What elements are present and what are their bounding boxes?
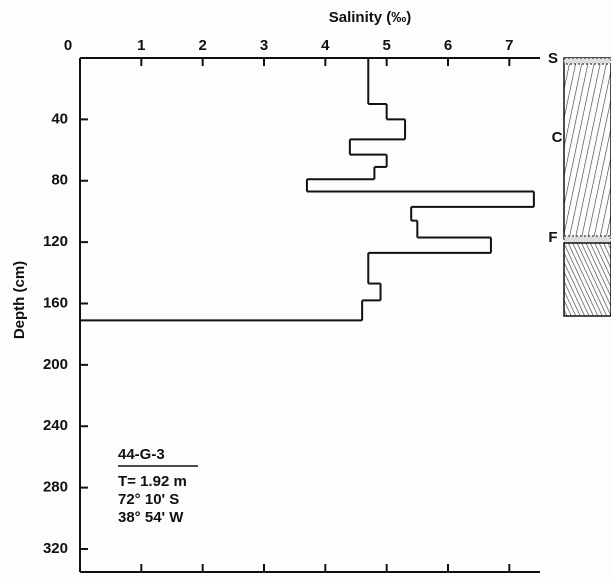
x-tick-label: 1 bbox=[137, 37, 145, 54]
x-tick-label: 2 bbox=[198, 37, 206, 54]
y-axis-label: Depth (cm) bbox=[11, 261, 28, 339]
annotation: 44-G-3 T= 1.92 m 72° 10' S 38° 54' W bbox=[118, 446, 198, 526]
core-label: S bbox=[548, 50, 558, 67]
y-tick-label: 160 bbox=[43, 294, 68, 311]
core-label: F bbox=[548, 229, 557, 246]
annotation-text: 44-G-3 bbox=[118, 446, 165, 463]
x-tick-label: 3 bbox=[260, 37, 268, 54]
annotation-text: 72° 10' S bbox=[118, 491, 179, 508]
x-tick-label: 0 bbox=[64, 37, 72, 54]
x-tick-label: 7 bbox=[505, 37, 513, 54]
y-tick-label: 320 bbox=[43, 540, 68, 557]
x-tick-label: 4 bbox=[321, 37, 330, 54]
x-axis-label: Salinity (‰) bbox=[329, 9, 412, 26]
y-tick-label: 280 bbox=[43, 479, 68, 496]
y-tick-label: 120 bbox=[43, 233, 68, 250]
x-tick-label: 6 bbox=[444, 37, 452, 54]
y-tick-label: 40 bbox=[51, 110, 68, 127]
x-tick-label: 5 bbox=[382, 37, 390, 54]
y-tick-label: 240 bbox=[43, 417, 68, 434]
annotation-text: 38° 54' W bbox=[118, 509, 184, 526]
y-tick-label: 200 bbox=[43, 356, 68, 373]
annotation-text: T= 1.92 m bbox=[118, 473, 187, 490]
core-label: C bbox=[552, 129, 563, 146]
core-log bbox=[563, 57, 611, 317]
y-tick-label: 80 bbox=[51, 172, 68, 189]
